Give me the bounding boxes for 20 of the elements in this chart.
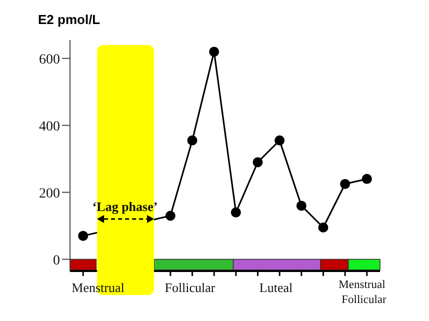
- point: [318, 222, 328, 232]
- y-axis-title: E2 pmol/L: [38, 12, 100, 27]
- y-tick-label: 200: [39, 186, 60, 202]
- point: [252, 157, 263, 168]
- point: [187, 135, 198, 146]
- point: [78, 230, 88, 241]
- point: [230, 207, 241, 218]
- text: Luteal: [259, 280, 293, 295]
- text: Follicular: [342, 294, 387, 306]
- point: [274, 135, 285, 146]
- text: Menstrual: [338, 279, 386, 291]
- y-tick-label: 0: [53, 253, 60, 268]
- y-tick-label: 600: [39, 52, 60, 68]
- text: Follicular: [164, 280, 216, 295]
- point: [209, 46, 220, 57]
- point: [165, 210, 176, 221]
- point: [362, 174, 372, 184]
- point: [296, 200, 306, 211]
- point: [340, 178, 350, 189]
- y-tick-label: 400: [39, 119, 60, 134]
